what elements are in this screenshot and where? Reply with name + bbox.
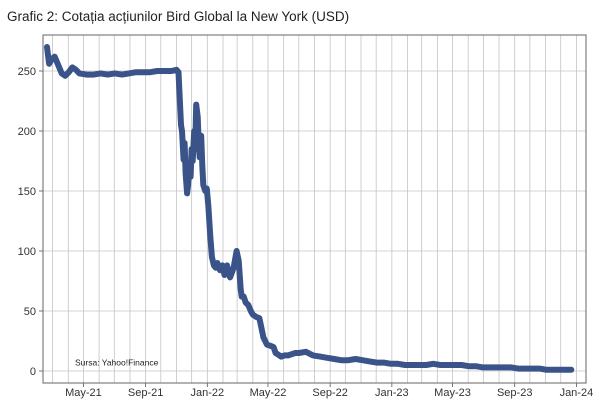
y-tick-label: 50 (24, 306, 36, 318)
x-tick-label: Jan-24 (560, 387, 594, 399)
y-tick-label: 0 (30, 366, 36, 378)
x-tick-label: Sep-23 (497, 387, 532, 399)
y-tick-label: 150 (18, 186, 36, 198)
x-tick-label: Jan-22 (190, 387, 224, 399)
x-tick-label: Jan-23 (375, 387, 409, 399)
x-tick-label: Sep-21 (128, 387, 163, 399)
source-note: Sursa: Yahoo!Finance (75, 358, 159, 368)
y-tick-label: 100 (18, 246, 36, 258)
y-tick-label: 200 (18, 126, 36, 138)
chart-title: Grafic 2: Cotația acțiunilor Bird Global… (7, 9, 350, 24)
series-line (44, 44, 575, 373)
x-tick-label: May-21 (65, 387, 102, 399)
plot-frame (42, 34, 587, 384)
x-tick-label: May-23 (434, 387, 471, 399)
x-tick-label: May-22 (250, 387, 287, 399)
y-tick-label: 250 (18, 66, 36, 78)
x-tick-label: Sep-22 (312, 387, 347, 399)
